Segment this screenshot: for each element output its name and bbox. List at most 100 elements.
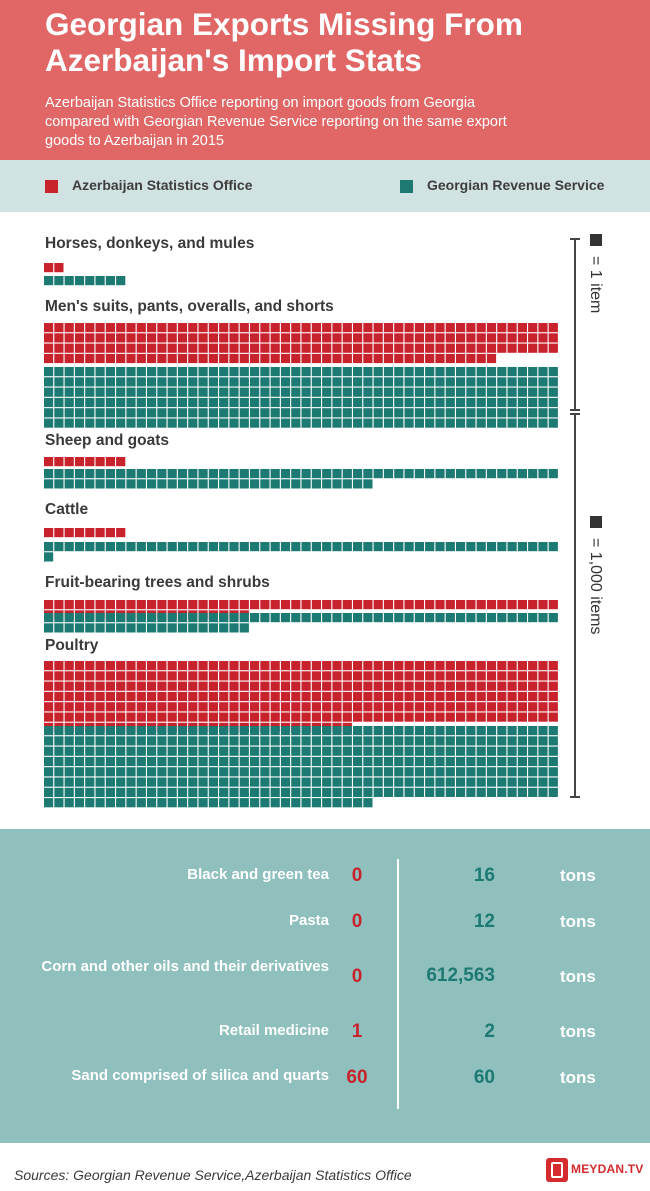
waffle-cell-georgia [64, 377, 74, 387]
waffle-cell-georgia [538, 397, 548, 408]
waffle-cell-georgia [136, 777, 146, 787]
waffle-cell-azerbaijan [229, 681, 239, 691]
waffle-cell-georgia [353, 542, 363, 552]
waffle-cell-georgia [219, 418, 229, 428]
waffle-cell-azerbaijan [507, 333, 517, 343]
waffle-cell-azerbaijan [425, 353, 435, 364]
waffle-cell-georgia [167, 736, 177, 746]
waffle-cell-georgia [105, 397, 115, 408]
waffle-cell-georgia [229, 798, 239, 808]
waffle-cell-georgia [239, 787, 249, 797]
waffle-cell-azerbaijan [332, 691, 342, 702]
waffle-cell-georgia [497, 542, 507, 552]
waffle-cell-azerbaijan [64, 712, 74, 722]
waffle-cell-georgia [476, 418, 486, 428]
waffle-cell-azerbaijan [353, 353, 363, 364]
waffle-cell-georgia [116, 479, 126, 489]
waffle-cell-georgia [270, 777, 280, 787]
waffle-cell-azerbaijan [353, 681, 363, 691]
waffle-cell-azerbaijan [311, 681, 321, 691]
waffle-cell-georgia [177, 756, 188, 767]
waffle-cell-georgia [116, 767, 126, 777]
waffle-cell-georgia [363, 387, 373, 397]
waffle-cell-azerbaijan [280, 600, 291, 610]
waffle-cell-georgia [517, 726, 527, 736]
waffle-cell-georgia [44, 408, 54, 418]
waffle-cell-azerbaijan [239, 353, 249, 364]
waffle-cell-georgia [517, 736, 527, 746]
waffle-cell-georgia [486, 736, 497, 746]
waffle-cell-georgia [126, 418, 136, 428]
waffle-cell-azerbaijan [167, 661, 177, 671]
waffle-cell-georgia [301, 756, 311, 767]
waffle-cell-georgia [219, 756, 229, 767]
waffle-cell-azerbaijan [342, 353, 352, 364]
waffle-cell-georgia [126, 746, 136, 756]
waffle-cell-georgia [219, 767, 229, 777]
waffle-cell-georgia [383, 777, 394, 787]
waffle-cell-azerbaijan [363, 323, 373, 333]
waffle-cell-azerbaijan [229, 343, 239, 353]
waffle-cell-georgia [383, 387, 394, 397]
scale-label-1000-items: = 1,000 items [584, 516, 606, 696]
waffle-cell-georgia [126, 756, 136, 767]
waffle-cell-georgia [497, 746, 507, 756]
waffle-cell-georgia [507, 418, 517, 428]
waffle-cell-georgia [229, 767, 239, 777]
waffle-cell-georgia [280, 767, 291, 777]
waffle-cell-azerbaijan [363, 353, 373, 364]
waffle-cell-azerbaijan [332, 661, 342, 671]
waffle-cell-georgia [497, 367, 507, 377]
waffle-cell-georgia [414, 387, 424, 397]
waffle-cell-georgia [373, 387, 383, 397]
waffle-cell-georgia [44, 542, 54, 552]
waffle-cell-georgia [435, 746, 445, 756]
waffle-cell-azerbaijan [116, 600, 126, 610]
waffle-cell-georgia [548, 613, 558, 623]
waffle-cell-georgia [219, 777, 229, 787]
waffle-cell-azerbaijan [105, 457, 115, 467]
waffle-cell-georgia [538, 777, 548, 787]
waffle-cell-azerbaijan [445, 691, 455, 702]
waffle-cell-georgia [394, 408, 404, 418]
waffle-cell-azerbaijan [147, 323, 157, 333]
waffle-cell-azerbaijan [466, 353, 476, 364]
waffle-cell-georgia [394, 469, 404, 479]
waffle-cell-georgia [147, 777, 157, 787]
waffle-cell-georgia [497, 756, 507, 767]
waffle-cell-georgia [64, 613, 74, 623]
waffle-cell-azerbaijan [167, 600, 177, 610]
waffle-cell-azerbaijan [219, 353, 229, 364]
waffle-cell-georgia [353, 387, 363, 397]
waffle-cell-azerbaijan [95, 333, 105, 343]
waffle-cell-georgia [383, 469, 394, 479]
waffle-cell-azerbaijan [157, 691, 167, 702]
waffle-cell-georgia [229, 377, 239, 387]
waffle-cell-georgia [497, 767, 507, 777]
waffle-cell-georgia [198, 387, 208, 397]
waffle-cell-azerbaijan [342, 343, 352, 353]
waffle-cell-georgia [116, 418, 126, 428]
table-row-ge-value: 60 [473, 1067, 495, 1088]
waffle-cell-azerbaijan [116, 343, 126, 353]
waffle-cell-azerbaijan [466, 323, 476, 333]
waffle-cell-azerbaijan [105, 528, 115, 538]
waffle-cell-georgia [188, 746, 198, 756]
waffle-cell-georgia [342, 469, 352, 479]
waffle-cell-georgia [95, 777, 105, 787]
waffle-cell-georgia [342, 736, 352, 746]
waffle-cell-georgia [322, 377, 332, 387]
waffle-cell-georgia [353, 746, 363, 756]
waffle-cell-azerbaijan [497, 702, 507, 712]
waffle-cell-azerbaijan [342, 702, 352, 712]
waffle-cell-azerbaijan [332, 323, 342, 333]
waffle-cell-georgia [404, 746, 414, 756]
waffle-cell-azerbaijan [497, 323, 507, 333]
waffle-cell-georgia [64, 746, 74, 756]
waffle-cell-georgia [44, 276, 54, 286]
waffle-cell-georgia [250, 479, 260, 489]
waffle-cell-azerbaijan [198, 600, 208, 610]
waffle-cell-georgia [517, 367, 527, 377]
waffle-cell-georgia [147, 469, 157, 479]
waffle-cell-georgia [435, 756, 445, 767]
